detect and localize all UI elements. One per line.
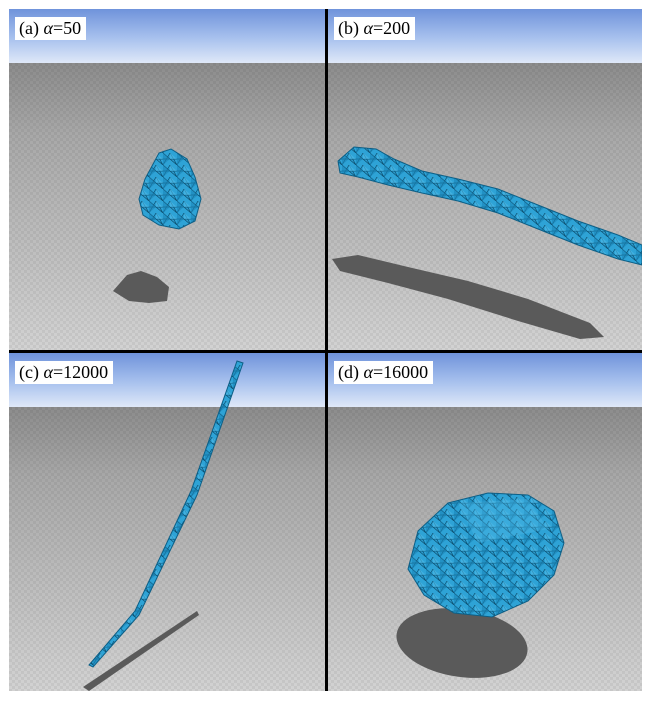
panel-letter: (a) bbox=[19, 18, 39, 38]
equals-sign: = bbox=[52, 362, 64, 382]
alpha-value: 12000 bbox=[63, 362, 109, 382]
scene-b bbox=[328, 9, 642, 350]
panel-letter: (b) bbox=[338, 18, 359, 38]
panel-d: (d) α=16000 bbox=[328, 353, 642, 691]
shadow-d bbox=[396, 608, 528, 678]
panel-label-c: (c) α=12000 bbox=[15, 361, 114, 384]
scene-d bbox=[328, 353, 642, 691]
scene-c bbox=[9, 353, 325, 691]
panel-label-a: (a) α=50 bbox=[15, 17, 87, 40]
alpha-symbol: α bbox=[363, 18, 373, 38]
figure-grid: (a) α=50 (b) α=200 (c) α=12000 bbox=[9, 9, 642, 691]
panel-b: (b) α=200 bbox=[328, 9, 642, 350]
mesh-rod-c bbox=[88, 360, 244, 668]
panel-c: (c) α=12000 bbox=[9, 353, 325, 691]
equals-sign: = bbox=[52, 18, 64, 38]
equals-sign: = bbox=[372, 362, 384, 382]
alpha-value: 200 bbox=[383, 18, 411, 38]
panel-label-d: (d) α=16000 bbox=[334, 361, 434, 384]
equals-sign: = bbox=[372, 18, 384, 38]
panel-a: (a) α=50 bbox=[9, 9, 325, 350]
panel-letter: (c) bbox=[19, 362, 39, 382]
mesh-strip-b bbox=[337, 146, 642, 266]
scene-a bbox=[9, 9, 325, 350]
alpha-symbol: α bbox=[43, 18, 53, 38]
shadow-b bbox=[332, 255, 604, 339]
mesh-blob-a bbox=[138, 148, 202, 230]
shadow-c bbox=[83, 611, 199, 691]
alpha-symbol: α bbox=[43, 362, 53, 382]
alpha-value: 50 bbox=[63, 18, 82, 38]
alpha-value: 16000 bbox=[383, 362, 429, 382]
alpha-symbol: α bbox=[363, 362, 373, 382]
shadow-a bbox=[113, 271, 169, 303]
panel-label-b: (b) α=200 bbox=[334, 17, 416, 40]
mesh-ovoid-d bbox=[407, 492, 565, 618]
panel-letter: (d) bbox=[338, 362, 359, 382]
